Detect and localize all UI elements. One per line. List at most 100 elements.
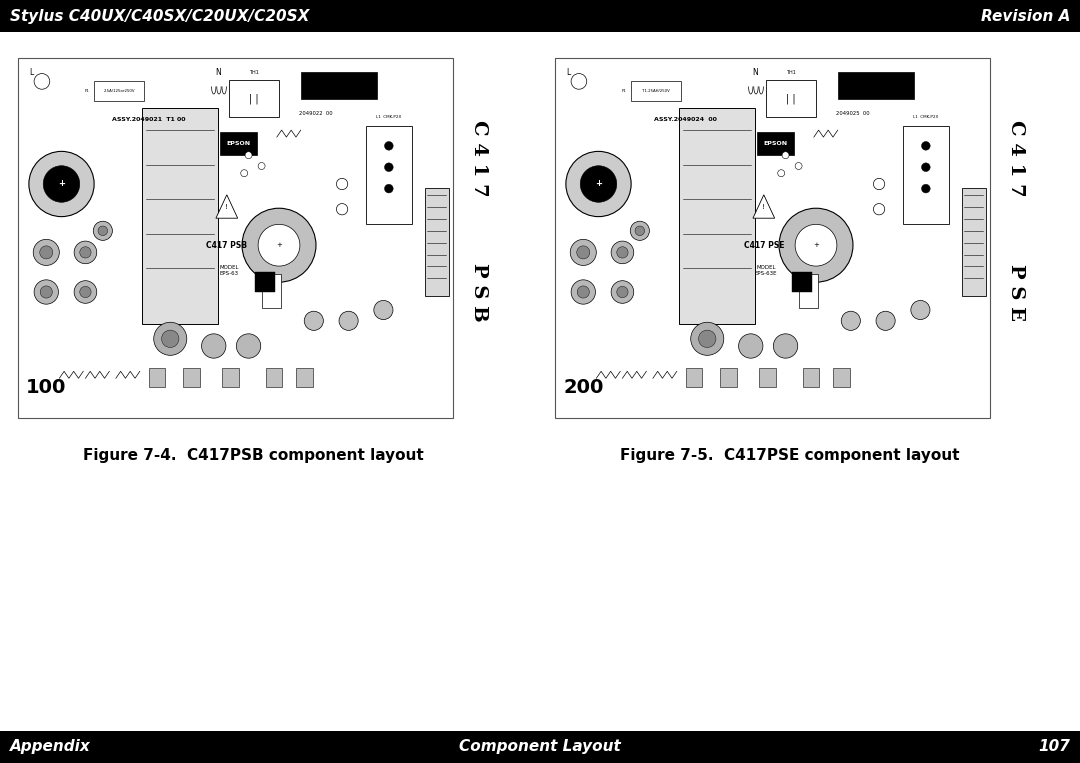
Circle shape xyxy=(611,241,634,264)
Circle shape xyxy=(40,246,53,259)
Bar xyxy=(184,368,200,388)
Text: !: ! xyxy=(226,204,228,211)
Text: ASSY.2049021  T1 00: ASSY.2049021 T1 00 xyxy=(111,117,186,122)
Text: TH1: TH1 xyxy=(786,70,796,75)
Text: +: + xyxy=(58,179,65,188)
Text: Component Layout: Component Layout xyxy=(459,739,621,755)
Text: EPSON: EPSON xyxy=(764,141,787,146)
Circle shape xyxy=(577,246,590,259)
Circle shape xyxy=(691,322,724,356)
Circle shape xyxy=(337,204,348,215)
Text: MODEL
EPS-63E: MODEL EPS-63E xyxy=(755,265,778,275)
Circle shape xyxy=(153,322,187,356)
Text: | |: | | xyxy=(249,93,259,104)
Circle shape xyxy=(611,281,634,304)
Circle shape xyxy=(245,152,252,159)
Circle shape xyxy=(617,286,629,298)
Bar xyxy=(757,132,794,155)
Circle shape xyxy=(921,184,930,193)
Circle shape xyxy=(874,204,885,215)
Circle shape xyxy=(841,311,861,330)
Text: P S B: P S B xyxy=(470,262,488,321)
Text: !: ! xyxy=(762,204,766,211)
Circle shape xyxy=(384,184,393,193)
Bar xyxy=(555,58,990,418)
Text: 2049025  00: 2049025 00 xyxy=(836,111,869,116)
Text: N: N xyxy=(215,68,221,77)
Circle shape xyxy=(384,141,393,150)
Circle shape xyxy=(795,224,837,266)
Bar xyxy=(631,82,681,101)
Circle shape xyxy=(237,334,260,358)
Circle shape xyxy=(339,311,359,330)
Bar xyxy=(759,368,775,388)
Circle shape xyxy=(874,179,885,190)
Circle shape xyxy=(699,330,716,347)
Circle shape xyxy=(202,334,226,358)
Polygon shape xyxy=(753,195,774,218)
Text: Appendix: Appendix xyxy=(10,739,91,755)
Circle shape xyxy=(374,301,393,320)
Circle shape xyxy=(635,226,645,236)
Circle shape xyxy=(75,281,97,304)
Circle shape xyxy=(739,334,762,358)
Text: PC1: PC1 xyxy=(805,289,812,293)
Text: +: + xyxy=(276,242,282,248)
Text: C417 PSE: C417 PSE xyxy=(743,240,784,250)
Text: 107: 107 xyxy=(1038,739,1070,755)
Bar xyxy=(766,79,816,118)
Text: Stylus C40UX/C40SX/C20UX/C20SX: Stylus C40UX/C40SX/C20UX/C20SX xyxy=(10,8,309,24)
Text: F1: F1 xyxy=(85,89,90,93)
Bar xyxy=(0,731,1080,763)
Circle shape xyxy=(241,169,247,177)
Bar xyxy=(296,368,313,388)
Bar xyxy=(834,368,850,388)
Text: TH1: TH1 xyxy=(249,70,259,75)
Text: Figure 7-4.  C417PSB component layout: Figure 7-4. C417PSB component layout xyxy=(82,448,423,463)
Bar xyxy=(261,274,281,308)
Circle shape xyxy=(876,311,895,330)
Text: C 4 1 7: C 4 1 7 xyxy=(470,121,488,197)
Circle shape xyxy=(35,73,50,89)
Circle shape xyxy=(910,301,930,320)
Circle shape xyxy=(782,152,789,159)
Text: C417 PSB: C417 PSB xyxy=(206,240,247,250)
Circle shape xyxy=(571,73,586,89)
Circle shape xyxy=(98,226,108,236)
Bar xyxy=(18,58,453,418)
Polygon shape xyxy=(216,195,238,218)
Bar xyxy=(141,108,218,324)
Text: L: L xyxy=(566,68,570,77)
Text: F1: F1 xyxy=(622,89,626,93)
Bar xyxy=(720,368,737,388)
Circle shape xyxy=(43,166,80,202)
Circle shape xyxy=(305,311,323,330)
Text: P S E: P S E xyxy=(1008,263,1025,320)
Text: L: L xyxy=(29,68,33,77)
Text: EPSON: EPSON xyxy=(227,141,251,146)
Bar xyxy=(229,79,279,118)
Text: | |: | | xyxy=(786,93,796,104)
Bar xyxy=(802,368,820,388)
Bar xyxy=(266,368,283,388)
Circle shape xyxy=(80,246,91,258)
Circle shape xyxy=(93,221,112,240)
Text: +: + xyxy=(595,179,602,188)
Bar xyxy=(0,0,1080,32)
Circle shape xyxy=(35,280,58,304)
Circle shape xyxy=(29,151,94,217)
Circle shape xyxy=(580,166,617,202)
Circle shape xyxy=(384,163,393,172)
Circle shape xyxy=(80,286,91,298)
Bar xyxy=(679,108,755,324)
Bar xyxy=(838,72,914,99)
Circle shape xyxy=(258,163,265,169)
Bar xyxy=(366,127,411,224)
Circle shape xyxy=(258,224,300,266)
Bar xyxy=(792,272,812,292)
Circle shape xyxy=(773,334,798,358)
Bar xyxy=(94,82,144,101)
Text: Revision A: Revision A xyxy=(981,8,1070,24)
Bar xyxy=(255,272,274,292)
Bar xyxy=(220,132,257,155)
